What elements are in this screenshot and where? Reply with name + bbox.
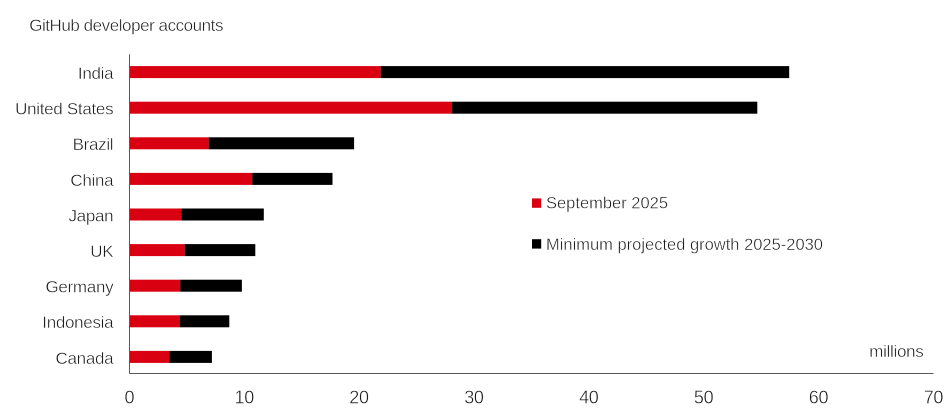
svg-text:Canada: Canada <box>56 349 115 368</box>
svg-text:UK: UK <box>90 242 114 261</box>
svg-text:70: 70 <box>924 388 944 408</box>
svg-text:China: China <box>70 171 114 190</box>
svg-text:Minimum projected growth 2025-: Minimum projected growth 2025-2030 <box>546 236 823 254</box>
svg-text:United States: United States <box>15 100 113 119</box>
svg-text:Indonesia: Indonesia <box>42 313 114 332</box>
svg-text:50: 50 <box>694 388 714 408</box>
svg-text:30: 30 <box>464 388 484 408</box>
svg-text:September 2025: September 2025 <box>546 194 668 212</box>
svg-text:India: India <box>78 64 114 83</box>
svg-text:40: 40 <box>579 388 599 408</box>
svg-text:60: 60 <box>809 388 829 408</box>
svg-text:Japan: Japan <box>68 206 113 225</box>
svg-text:Germany: Germany <box>45 278 114 297</box>
svg-text:20: 20 <box>349 388 369 408</box>
svg-text:millions: millions <box>869 342 923 361</box>
svg-text:10: 10 <box>234 388 254 408</box>
svg-text:GitHub developer accounts: GitHub developer accounts <box>29 16 223 35</box>
svg-text:Brazil: Brazil <box>73 135 114 154</box>
svg-text:0: 0 <box>124 388 134 408</box>
